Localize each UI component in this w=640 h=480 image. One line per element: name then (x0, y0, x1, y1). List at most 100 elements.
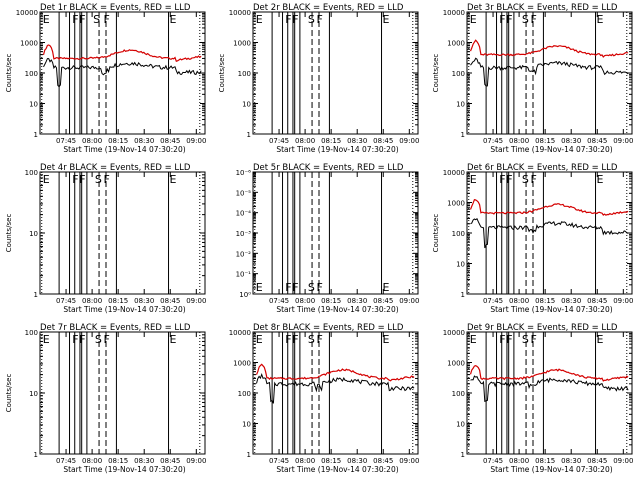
interval-marker-8: F (317, 333, 323, 346)
x-tick-label-6: 08:15 (535, 297, 555, 305)
x-tick-label-9: 08:15 (535, 457, 555, 465)
x-tick-label-2: 09:00 (399, 137, 419, 145)
y-tick-label-7: 100 (25, 329, 38, 337)
y-tick-label-3: 10000 (443, 9, 465, 17)
y-tick-label-8: 10 (242, 421, 251, 429)
x-tick-label-5: 07:45 (269, 297, 289, 305)
x-tick-label-3: 08:45 (587, 137, 607, 145)
y-tick-label-3: 1000 (447, 40, 465, 48)
interval-marker-3: F (506, 13, 512, 26)
panel-title-5: Det 5r BLACK = Events, RED = LLD (253, 163, 404, 173)
y-tick-label-1: 10000 (16, 9, 38, 17)
y-tick-label-6: 1000 (447, 200, 465, 208)
interval-marker-3: F (531, 13, 537, 26)
y-tick-label-8: 10000 (229, 329, 251, 337)
interval-marker-6: F (499, 173, 505, 186)
x-axis-title-1: Start Time (19-Nov-14 07:30:20) (63, 145, 185, 154)
x-axis-title-3: Start Time (19-Nov-14 07:30:20) (490, 145, 612, 154)
x-tick-label-7: 08:30 (134, 457, 154, 465)
y-tick-label-2: 1000 (233, 40, 251, 48)
x-tick-label-4: 07:45 (56, 297, 76, 305)
x-tick-label-8: 09:00 (399, 457, 419, 465)
plot-frame-3 (466, 11, 633, 135)
x-axis-title-8: Start Time (19-Nov-14 07:30:20) (276, 465, 398, 474)
x-tick-label-1: 08:00 (82, 137, 102, 145)
interval-marker-5: F (317, 281, 323, 294)
y-tick-label-3: 100 (452, 70, 465, 78)
y-tick-label-1: 1 (34, 131, 38, 139)
x-tick-label-6: 08:30 (561, 297, 581, 305)
lld-series-line-1 (42, 44, 202, 62)
x-tick-label-9: 08:30 (561, 457, 581, 465)
x-tick-label-4: 08:30 (134, 297, 154, 305)
x-tick-label-6: 08:45 (587, 297, 607, 305)
interval-marker-5: S (308, 281, 315, 294)
interval-marker-7: E (43, 333, 50, 346)
y-tick-label-8: 1 (247, 451, 251, 459)
y-axis-title-6: Counts/sec (432, 214, 440, 253)
x-tick-label-8: 08:30 (347, 457, 367, 465)
x-tick-label-5: 08:15 (321, 297, 341, 305)
x-axis-title-5: Start Time (19-Nov-14 07:30:20) (276, 305, 398, 314)
interval-marker-6: S (522, 173, 529, 186)
x-tick-label-8: 08:15 (321, 457, 341, 465)
y-tick-label-5: 10⁻⁵ (236, 189, 252, 197)
interval-marker-8: F (285, 333, 291, 346)
x-tick-label-3: 07:45 (483, 137, 503, 145)
y-tick-label-2: 10000 (229, 9, 251, 17)
panel-title-8: Det 8r BLACK = Events, RED = LLD (253, 323, 404, 333)
interval-marker-6: F (531, 173, 537, 186)
y-tick-label-9: 100 (452, 390, 465, 398)
events-series-line-1 (43, 58, 202, 88)
y-tick-label-1: 10 (29, 101, 38, 109)
interval-marker-8: S (308, 333, 315, 346)
y-tick-label-2: 100 (238, 70, 251, 78)
plot-frame-5 (252, 171, 419, 295)
events-series-line-6 (470, 218, 629, 249)
y-tick-label-5: 10⁻² (236, 250, 252, 258)
interval-marker-3: E (597, 13, 604, 26)
events-series-line-3 (470, 57, 629, 87)
interval-marker-1: F (72, 13, 78, 26)
interval-marker-9: S (522, 333, 529, 346)
plot-frame-1 (39, 11, 206, 135)
y-tick-label-2: 1 (247, 131, 251, 139)
x-axis-title-9: Start Time (19-Nov-14 07:30:20) (490, 465, 612, 474)
x-axis-title-7: Start Time (19-Nov-14 07:30:20) (63, 465, 185, 474)
x-tick-label-6: 08:00 (509, 297, 529, 305)
x-tick-label-9: 08:00 (509, 457, 529, 465)
interval-marker-9: F (531, 333, 537, 346)
interval-marker-5: E (383, 281, 390, 294)
x-tick-label-5: 09:00 (399, 297, 419, 305)
x-tick-label-9: 09:00 (613, 457, 633, 465)
interval-marker-1: F (79, 13, 85, 26)
panel-title-7: Det 7r BLACK = Events, RED = LLD (40, 323, 191, 333)
y-tick-label-4: 1 (34, 291, 38, 299)
interval-marker-9: E (470, 333, 477, 346)
x-tick-label-6: 07:45 (483, 297, 503, 305)
x-tick-label-9: 07:45 (483, 457, 503, 465)
y-tick-label-3: 1 (461, 131, 465, 139)
interval-marker-6: F (506, 173, 512, 186)
plot-frame-8 (252, 331, 419, 455)
y-axis-title-2: Counts/sec (218, 54, 226, 93)
lld-series-line-3 (469, 39, 629, 58)
interval-marker-5: E (256, 281, 263, 294)
x-tick-label-1: 09:00 (186, 137, 206, 145)
interval-marker-1: E (170, 13, 177, 26)
y-tick-label-6: 10000 (443, 169, 465, 177)
x-tick-label-3: 08:30 (561, 137, 581, 145)
x-axis-title-6: Start Time (19-Nov-14 07:30:20) (490, 305, 612, 314)
interval-marker-7: E (170, 333, 177, 346)
x-tick-label-8: 08:45 (373, 457, 393, 465)
interval-marker-3: S (522, 13, 529, 26)
interval-marker-8: E (383, 333, 390, 346)
y-tick-label-6: 1 (461, 291, 465, 299)
x-tick-label-9: 08:45 (587, 457, 607, 465)
y-tick-label-4: 10 (29, 230, 38, 238)
panel-title-6: Det 6r BLACK = Events, RED = LLD (467, 163, 618, 173)
interval-marker-2: E (383, 13, 390, 26)
x-axis-title-4: Start Time (19-Nov-14 07:30:20) (63, 305, 185, 314)
y-tick-label-1: 1000 (20, 40, 38, 48)
y-tick-label-9: 1 (461, 451, 465, 459)
